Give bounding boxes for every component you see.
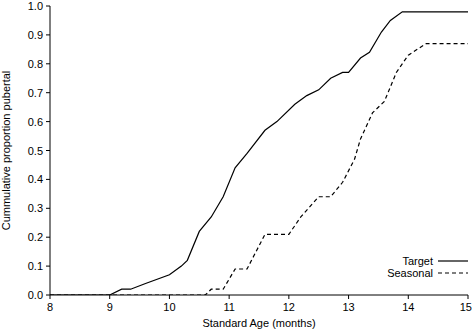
x-axis <box>50 295 468 296</box>
y-tick <box>46 63 50 64</box>
y-tick <box>46 6 50 7</box>
x-tick <box>288 295 289 299</box>
x-axis-label: Standard Age (months) <box>202 317 315 329</box>
y-tick <box>46 295 50 296</box>
y-axis-label: Cummulative proportion pubertal <box>0 71 12 231</box>
x-tick <box>109 295 110 299</box>
x-tick <box>348 295 349 299</box>
y-tick-label: 0.3 <box>28 202 43 214</box>
x-tick <box>229 295 230 299</box>
y-tick-label: 0.9 <box>28 29 43 41</box>
legend-swatch <box>438 260 468 261</box>
y-tick <box>46 150 50 151</box>
y-tick-label: 0.2 <box>28 231 43 243</box>
legend: TargetSeasonal <box>387 255 468 279</box>
x-tick-label: 14 <box>402 301 414 313</box>
y-tick-label: 0.4 <box>28 173 43 185</box>
x-tick-label: 15 <box>460 301 472 313</box>
x-tick-label: 11 <box>223 301 234 313</box>
x-tick-label: 10 <box>163 301 175 313</box>
x-tick <box>468 295 469 299</box>
x-tick-label: 9 <box>107 301 113 313</box>
y-tick-label: 0.0 <box>28 289 43 301</box>
chart: 0.0 0.1 0.2 0.3 0.4 0.5 0.6 0.7 0.8 0.9 1.0 8 9 10 11 1… <box>0 0 474 334</box>
y-tick <box>46 237 50 238</box>
y-tick <box>46 208 50 209</box>
x-tick <box>169 295 170 299</box>
series-line <box>50 12 468 295</box>
x-tick-label: 12 <box>283 301 295 313</box>
x-tick-label: 13 <box>342 301 354 313</box>
x-tick <box>408 295 409 299</box>
y-tick-label: 0.1 <box>28 260 43 272</box>
series-line <box>50 44 468 295</box>
y-tick-label: 1.0 <box>28 0 43 12</box>
y-tick-label: 0.8 <box>28 58 43 70</box>
y-tick-label: 0.7 <box>28 87 43 99</box>
legend-label: Target <box>402 255 433 267</box>
y-tick-label: 0.6 <box>28 116 43 128</box>
legend-swatch <box>438 272 468 273</box>
y-tick <box>46 92 50 93</box>
legend-label: Seasonal <box>387 267 433 279</box>
y-tick <box>46 34 50 35</box>
y-tick <box>46 266 50 267</box>
plot-area <box>50 12 468 295</box>
y-tick-label: 0.5 <box>28 145 43 157</box>
y-tick <box>46 121 50 122</box>
x-tick-label: 8 <box>47 301 53 313</box>
x-tick <box>50 295 51 299</box>
y-tick <box>46 179 50 180</box>
